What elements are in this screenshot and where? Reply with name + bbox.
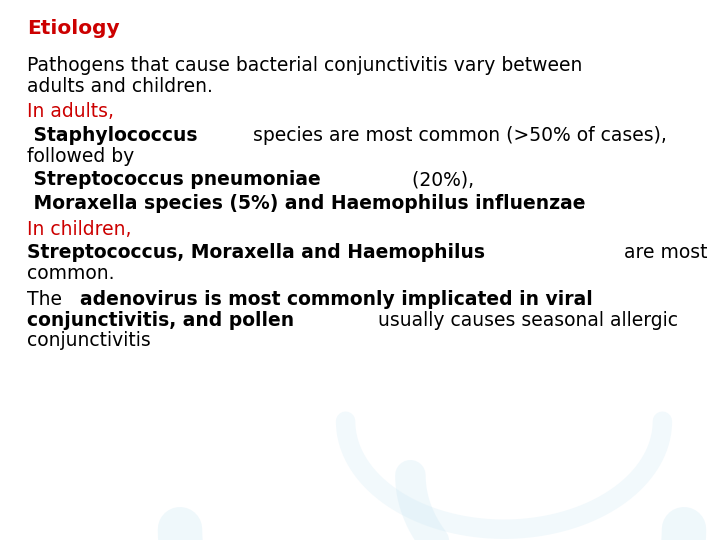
Text: common.: common. xyxy=(27,264,115,283)
Text: adults and children.: adults and children. xyxy=(27,77,213,96)
Text: are most: are most xyxy=(618,244,708,262)
Text: Streptococcus, Moraxella and Haemophilus: Streptococcus, Moraxella and Haemophilus xyxy=(27,244,485,262)
Text: Etiology: Etiology xyxy=(27,19,120,38)
Text: The: The xyxy=(27,290,68,309)
Text: adenovirus is most commonly implicated in viral: adenovirus is most commonly implicated i… xyxy=(80,290,593,309)
Text: conjunctivitis: conjunctivitis xyxy=(27,332,151,350)
Text: In adults,: In adults, xyxy=(27,102,114,122)
Text: Pathogens that cause bacterial conjunctivitis vary between: Pathogens that cause bacterial conjuncti… xyxy=(27,56,582,75)
Text: In children,: In children, xyxy=(27,220,132,239)
Text: (20%),: (20%), xyxy=(406,171,474,190)
Text: Staphylococcus: Staphylococcus xyxy=(27,126,198,145)
Text: species are most common (>50% of cases),: species are most common (>50% of cases), xyxy=(248,126,667,145)
Text: followed by: followed by xyxy=(27,147,135,166)
Text: usually causes seasonal allergic: usually causes seasonal allergic xyxy=(372,310,678,329)
Text: Streptococcus pneumoniae: Streptococcus pneumoniae xyxy=(27,171,321,190)
Text: Moraxella species (5%) and Haemophilus influenzae: Moraxella species (5%) and Haemophilus i… xyxy=(27,194,586,213)
Text: conjunctivitis, and pollen: conjunctivitis, and pollen xyxy=(27,310,294,329)
